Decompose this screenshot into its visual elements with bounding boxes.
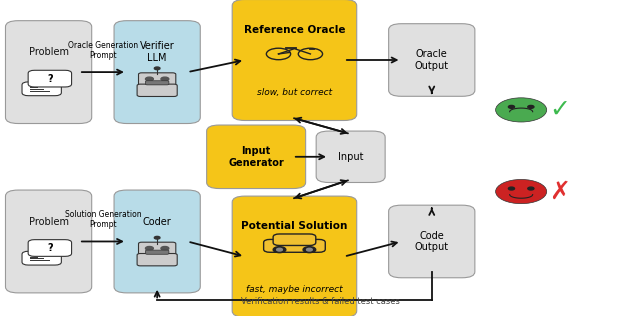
FancyBboxPatch shape — [6, 190, 92, 293]
Circle shape — [495, 179, 547, 204]
FancyBboxPatch shape — [264, 240, 325, 252]
Circle shape — [161, 246, 169, 250]
Text: Solution Generation
Prompt: Solution Generation Prompt — [65, 210, 141, 229]
Text: ?: ? — [47, 74, 53, 84]
Circle shape — [161, 77, 169, 81]
FancyBboxPatch shape — [22, 82, 61, 96]
FancyBboxPatch shape — [273, 234, 316, 246]
FancyBboxPatch shape — [138, 242, 176, 256]
Text: Oracle Generation
Prompt: Oracle Generation Prompt — [68, 40, 138, 60]
FancyBboxPatch shape — [114, 21, 200, 124]
Text: Coder: Coder — [143, 216, 172, 227]
FancyBboxPatch shape — [138, 73, 176, 87]
Text: Oracle
Output: Oracle Output — [415, 49, 449, 71]
Text: slow, but correct: slow, but correct — [257, 88, 332, 97]
Text: Input
Generator: Input Generator — [228, 146, 284, 167]
Text: Verification results & failed test cases: Verification results & failed test cases — [241, 297, 399, 307]
Circle shape — [276, 248, 282, 251]
Text: ✗: ✗ — [549, 179, 570, 204]
FancyBboxPatch shape — [28, 240, 72, 256]
Circle shape — [528, 187, 534, 190]
Circle shape — [154, 67, 160, 70]
FancyBboxPatch shape — [388, 24, 475, 96]
Text: fast, maybe incorrect: fast, maybe incorrect — [246, 285, 343, 294]
FancyBboxPatch shape — [145, 81, 169, 85]
Circle shape — [273, 247, 286, 253]
Circle shape — [508, 187, 515, 190]
FancyBboxPatch shape — [232, 0, 356, 120]
Text: Verifier
LLM: Verifier LLM — [140, 41, 175, 63]
FancyBboxPatch shape — [28, 70, 72, 87]
FancyBboxPatch shape — [232, 196, 356, 316]
FancyBboxPatch shape — [137, 253, 177, 266]
FancyBboxPatch shape — [6, 21, 92, 124]
Text: Reference Oracle: Reference Oracle — [244, 25, 345, 34]
Circle shape — [508, 106, 515, 108]
FancyBboxPatch shape — [137, 84, 177, 96]
FancyBboxPatch shape — [22, 251, 61, 265]
Circle shape — [307, 248, 312, 251]
Circle shape — [528, 106, 534, 108]
Text: Input: Input — [338, 152, 364, 162]
Circle shape — [145, 246, 154, 250]
Text: Problem: Problem — [29, 216, 68, 227]
FancyBboxPatch shape — [388, 205, 475, 278]
FancyBboxPatch shape — [207, 125, 306, 189]
FancyBboxPatch shape — [114, 190, 200, 293]
Circle shape — [145, 77, 154, 81]
Text: Potential Solution: Potential Solution — [241, 221, 348, 231]
Text: Code
Output: Code Output — [415, 231, 449, 252]
FancyBboxPatch shape — [316, 131, 385, 183]
Circle shape — [303, 247, 316, 253]
Circle shape — [495, 98, 547, 122]
Text: ✓: ✓ — [549, 98, 570, 122]
Text: ?: ? — [47, 243, 53, 253]
FancyBboxPatch shape — [145, 250, 169, 254]
Text: Problem: Problem — [29, 47, 68, 57]
Circle shape — [154, 236, 160, 239]
